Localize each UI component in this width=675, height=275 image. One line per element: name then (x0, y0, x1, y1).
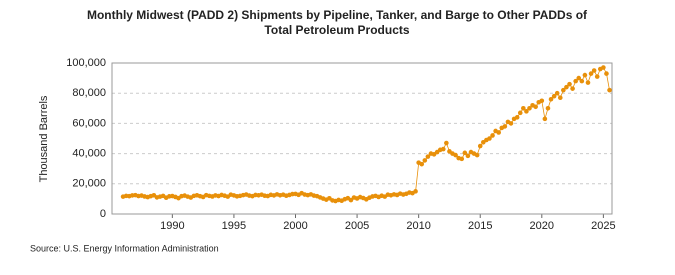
y-tick-label: 0 (100, 208, 106, 220)
data-point (567, 81, 572, 87)
data-point (425, 154, 431, 159)
x-tick-label: 2000 (283, 220, 307, 232)
data-point (465, 153, 471, 159)
data-point (453, 152, 458, 158)
data-point (591, 68, 597, 73)
x-tick-label: 1995 (222, 220, 246, 232)
data-point (585, 80, 591, 85)
series-line (123, 66, 610, 202)
data-point (573, 78, 578, 84)
data-point (604, 71, 609, 76)
y-tick-label: 20,000 (72, 178, 106, 190)
x-tick-label: 2015 (468, 220, 492, 232)
data-point (521, 106, 526, 111)
data-point (413, 189, 418, 194)
data-point (514, 115, 520, 120)
data-point (490, 133, 495, 138)
source-note: Source: U.S. Energy Information Administ… (30, 243, 219, 253)
data-point (474, 152, 480, 158)
data-point (487, 136, 492, 141)
data-point (545, 106, 551, 111)
y-tick-label: 80,000 (72, 87, 106, 99)
y-tick-label: 40,000 (72, 148, 106, 160)
data-point (557, 95, 563, 101)
data-point (561, 87, 566, 93)
data-point (542, 116, 548, 122)
x-tick-label: 1990 (160, 220, 184, 232)
chart-title: Monthly Midwest (PADD 2) Shipments by Pi… (87, 8, 588, 37)
data-point (607, 87, 612, 93)
data-point (462, 150, 468, 156)
data-point (548, 96, 554, 102)
data-point (539, 98, 545, 104)
data-point (502, 124, 508, 129)
data-point (517, 110, 523, 116)
data-point (419, 161, 425, 167)
data-point (527, 106, 532, 111)
data-point (496, 130, 501, 135)
data-point (551, 93, 557, 99)
data-point (582, 72, 588, 78)
x-tick-label: 2025 (591, 220, 615, 232)
x-tick-label: 2020 (530, 220, 554, 232)
plot-frame (111, 62, 613, 215)
data-point (594, 74, 600, 79)
data-point (576, 75, 582, 81)
data-point (588, 71, 594, 76)
data-point (554, 90, 560, 96)
data-point (422, 158, 428, 163)
y-axis-label: Thousand Barrels (38, 95, 50, 182)
data-point (348, 197, 354, 203)
data-point (477, 143, 483, 149)
x-tick-label: 2010 (406, 220, 430, 232)
data-point (524, 109, 529, 114)
data-point (459, 156, 465, 162)
y-tick-label: 100,000 (66, 57, 106, 69)
data-point (533, 104, 538, 110)
data-point (444, 140, 449, 146)
data-point (570, 86, 575, 91)
data-point (508, 121, 514, 126)
y-tick-label: 60,000 (72, 117, 106, 129)
data-point (579, 78, 585, 84)
x-tick-label: 2005 (345, 220, 369, 232)
data-point (440, 146, 446, 152)
data-point (564, 84, 569, 90)
data-point (601, 65, 606, 70)
